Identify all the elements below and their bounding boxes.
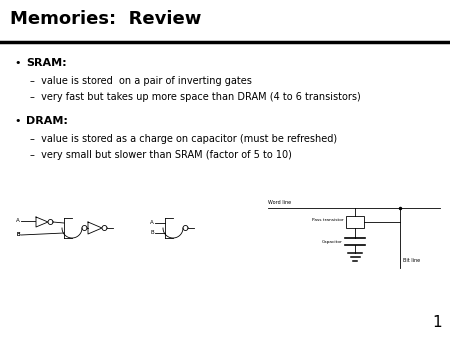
Text: Pass transistor: Pass transistor xyxy=(312,218,344,222)
Text: SRAM:: SRAM: xyxy=(26,58,67,68)
Bar xyxy=(346,216,364,228)
Text: –  value is stored as a charge on capacitor (must be refreshed): – value is stored as a charge on capacit… xyxy=(30,134,337,144)
Text: Bit line: Bit line xyxy=(403,258,420,263)
Text: •: • xyxy=(14,116,21,126)
Text: Word line: Word line xyxy=(268,200,291,205)
Text: •: • xyxy=(14,58,21,68)
Text: Memories:  Review: Memories: Review xyxy=(10,10,202,28)
Text: –  very small but slower than SRAM (factor of 5 to 10): – very small but slower than SRAM (facto… xyxy=(30,150,292,160)
Text: Capacitor: Capacitor xyxy=(322,240,343,243)
Text: A: A xyxy=(150,220,154,225)
Text: –  value is stored  on a pair of inverting gates: – value is stored on a pair of inverting… xyxy=(30,76,252,86)
Text: B: B xyxy=(150,231,154,236)
Text: B: B xyxy=(16,233,20,238)
Text: –  very fast but takes up more space than DRAM (4 to 6 transistors): – very fast but takes up more space than… xyxy=(30,92,361,102)
Text: DRAM:: DRAM: xyxy=(26,116,68,126)
Text: B: B xyxy=(16,233,20,238)
Text: A: A xyxy=(16,218,20,223)
Text: 1: 1 xyxy=(432,315,442,330)
